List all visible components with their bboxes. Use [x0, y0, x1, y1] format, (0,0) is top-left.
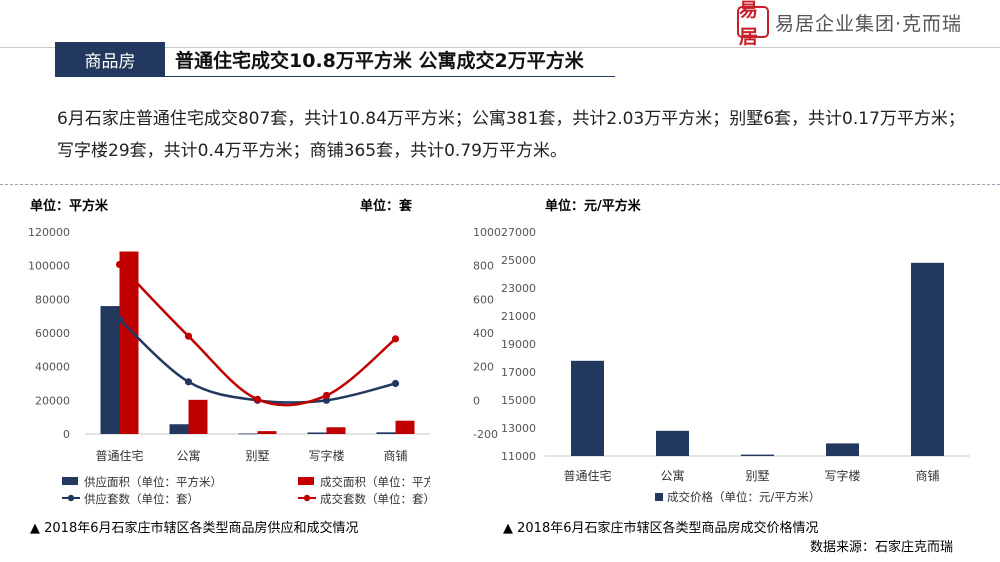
y-right-tick-label: 0 — [473, 394, 480, 407]
y-right-tick-label: 200 — [473, 361, 494, 374]
line-supply-units — [118, 318, 396, 404]
y-right-tick-label: 400 — [473, 327, 494, 340]
bar-supply-area — [169, 424, 189, 434]
legend-swatch — [298, 477, 314, 485]
bar-supply-area — [238, 433, 258, 435]
x-tick-label: 别墅 — [245, 449, 269, 463]
y-left-tick-label: 120000 — [28, 226, 70, 239]
price-y-tick-label: 19000 — [501, 338, 536, 351]
y-left-tick-label: 20000 — [35, 394, 70, 407]
price-x-tick-label: 商铺 — [915, 468, 939, 483]
y-left-tick-label: 80000 — [35, 293, 70, 306]
price-bar — [741, 454, 774, 456]
line-transaction-units — [118, 263, 397, 407]
y-left-tick-label: 60000 — [35, 327, 70, 340]
price-legend-swatch — [655, 493, 663, 501]
header-rule — [0, 47, 1000, 48]
x-tick-label: 写字楼 — [308, 448, 344, 463]
bar-transaction-area — [257, 431, 277, 434]
legend-label: 成交套数（单位：套） — [320, 492, 430, 506]
bar-transaction-area — [188, 399, 208, 434]
price-y-tick-label: 15000 — [501, 394, 536, 407]
bar-supply-area — [100, 306, 120, 434]
brand-logo: 易居 易居企业集团·克而瑞 — [737, 0, 963, 48]
price-y-tick-label: 13000 — [501, 422, 536, 435]
logo-text: 易居企业集团·克而瑞 — [775, 12, 963, 35]
price-x-tick-label: 别墅 — [745, 469, 769, 483]
price-legend-label: 成交价格（单位：元/平方米） — [667, 490, 820, 504]
line-point — [184, 332, 193, 340]
y-left-tick-label: 0 — [63, 428, 70, 441]
price-y-tick-label: 11000 — [501, 450, 536, 463]
price-y-tick-label: 27000 — [501, 226, 536, 239]
right-axis-units: 单位：套 — [360, 198, 413, 214]
y-right-tick-label: 1000 — [473, 226, 501, 239]
bar-supply-area — [376, 432, 396, 434]
legend-label: 供应面积（单位：平方米） — [84, 475, 222, 489]
price-bar — [656, 430, 689, 456]
line-point — [253, 395, 262, 403]
tag-underline — [55, 76, 615, 77]
price-y-tick-label: 25000 — [501, 254, 536, 267]
x-tick-label: 公寓 — [176, 448, 200, 463]
price-bar — [911, 262, 944, 456]
legend-label: 供应套数（单位：套） — [84, 492, 199, 506]
x-tick-label: 商铺 — [383, 448, 407, 463]
y-right-tick-label: 800 — [473, 260, 494, 273]
dashed-divider — [0, 184, 1000, 185]
bar-transaction-area — [395, 420, 415, 434]
logo-seal-icon: 易居 — [737, 0, 769, 48]
price-chart: -200 0 200 400 600 800 1000 单位：元/平方米 11000 13000 1… — [473, 198, 970, 504]
price-axis-units: 单位：元/平方米 — [545, 198, 642, 214]
page-headline: 普通住宅成交10.8万平方米 公寓成交2万平方米 — [175, 50, 584, 72]
line-point — [184, 378, 193, 386]
summary-paragraph: 6月石家庄普通住宅成交807套，共计10.84万平方米；公寓381套，共计2.0… — [57, 109, 965, 161]
data-source: 数据来源：石家庄克而瑞 — [810, 540, 954, 555]
x-tick-label: 普通住宅 — [95, 448, 143, 463]
y-right-tick-label: -200 — [473, 428, 498, 441]
line-point — [322, 391, 331, 400]
legend-swatch-dot — [67, 494, 75, 502]
caption-right: ▲ 2018年6月石家庄市辖区各类型商品房成交价格情况 — [503, 521, 819, 536]
supply-transaction-chart: 单位：平方米 单位：套 0 20000 40000 60000 80000 100000 120… — [28, 198, 430, 506]
price-bar — [826, 443, 859, 456]
price-bar — [571, 360, 604, 456]
price-y-tick-label: 17000 — [501, 366, 536, 379]
line-point — [115, 315, 124, 324]
y-right-tick-label: 600 — [473, 293, 494, 306]
line-point — [115, 260, 124, 269]
legend-swatch — [62, 477, 78, 485]
y-left-tick-label: 100000 — [28, 260, 70, 273]
bar-transaction-area — [326, 427, 346, 434]
legend-label: 成交面积（单位：平方米） — [320, 475, 430, 489]
price-y-tick-label: 23000 — [501, 282, 536, 295]
caption-left: ▲ 2018年6月石家庄市辖区各类型商品房供应和成交情况 — [30, 521, 359, 536]
price-x-tick-label: 普通住宅 — [563, 468, 611, 483]
y-left-tick-label: 40000 — [35, 361, 70, 374]
price-x-tick-label: 写字楼 — [824, 468, 860, 483]
left-axis-units: 单位：平方米 — [30, 198, 109, 214]
price-x-tick-label: 公寓 — [660, 468, 684, 483]
line-point — [391, 379, 400, 388]
section-tag: 商品房 — [55, 42, 165, 76]
legend-swatch-dot — [303, 494, 311, 502]
bar-transaction-area — [119, 251, 139, 434]
line-point — [391, 335, 400, 343]
bar-supply-area — [307, 432, 327, 434]
price-y-tick-label: 21000 — [501, 310, 536, 323]
